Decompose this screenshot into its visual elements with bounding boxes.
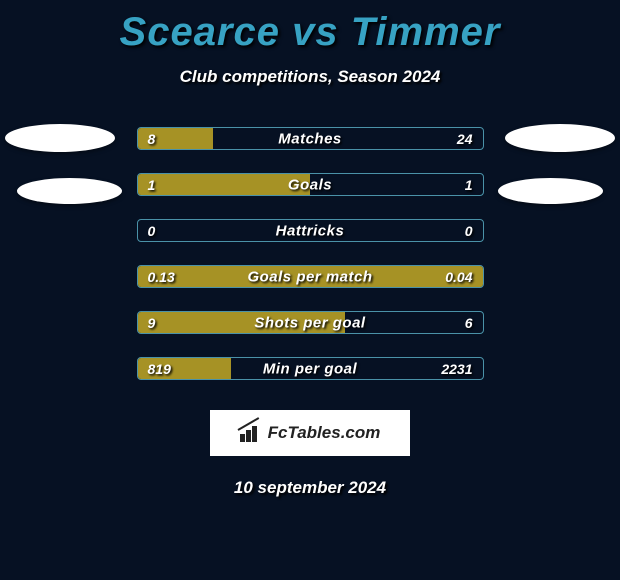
stat-value-right: 0: [465, 223, 473, 239]
brand-box: FcTables.com: [210, 410, 410, 456]
stat-value-right: 24: [457, 131, 473, 147]
stat-value-right: 6: [465, 315, 473, 331]
stat-row: 819 Min per goal 2231: [137, 357, 484, 380]
player-right-badge-1: [505, 124, 615, 152]
player-left-badge-1: [5, 124, 115, 152]
stat-fill-left: [138, 128, 214, 149]
stat-value-right: 2231: [441, 361, 472, 377]
player-right-badge-2: [498, 178, 603, 204]
stats-bars: 8 Matches 24 1 Goals 1 0 Hattricks 0 0.1…: [137, 127, 484, 380]
stat-row: 8 Matches 24: [137, 127, 484, 150]
stat-fill-left: [138, 174, 311, 195]
stat-row: 1 Goals 1: [137, 173, 484, 196]
stat-row: 0 Hattricks 0: [137, 219, 484, 242]
stat-value-left: 0: [148, 223, 156, 239]
comparison-subtitle: Club competitions, Season 2024: [0, 67, 620, 87]
stat-fill-left: [138, 312, 345, 333]
brand-text: FcTables.com: [268, 423, 381, 443]
comparison-title: Scearce vs Timmer: [0, 0, 620, 55]
stat-row: 0.13 Goals per match 0.04: [137, 265, 484, 288]
stat-label: Hattricks: [138, 222, 483, 239]
stat-value-right: 1: [465, 177, 473, 193]
date-text: 10 september 2024: [0, 478, 620, 498]
chart-icon: [240, 424, 262, 442]
stat-fill-left: [138, 358, 231, 379]
stat-row: 9 Shots per goal 6: [137, 311, 484, 334]
player-left-badge-2: [17, 178, 122, 204]
stat-fill-left: [138, 266, 483, 287]
